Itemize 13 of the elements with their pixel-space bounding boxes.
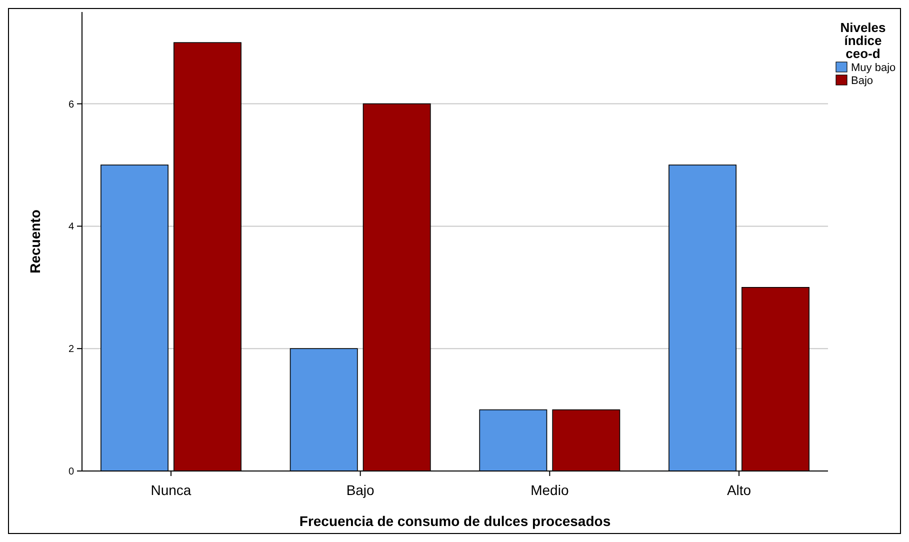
x-tick-label: Bajo [346,482,375,498]
legend-label: Bajo [851,75,874,87]
y-tick-label: 4 [68,222,74,233]
x-tick-label: Nunca [150,482,192,498]
legend-title: Niveles índice ceo-d [840,20,886,61]
y-tick-label: 2 [68,344,74,356]
x-tick-label: Alto [726,482,752,498]
y-tick-label: 0 [68,466,74,478]
y-axis-title: Recuento [27,210,43,274]
x-axis-title: Frecuencia de consumo de dulces procesados [299,513,611,529]
y-tick-label: 6 [68,99,74,110]
legend-label: Muy bajo [851,62,896,74]
x-tick-label: Medio [530,482,569,498]
